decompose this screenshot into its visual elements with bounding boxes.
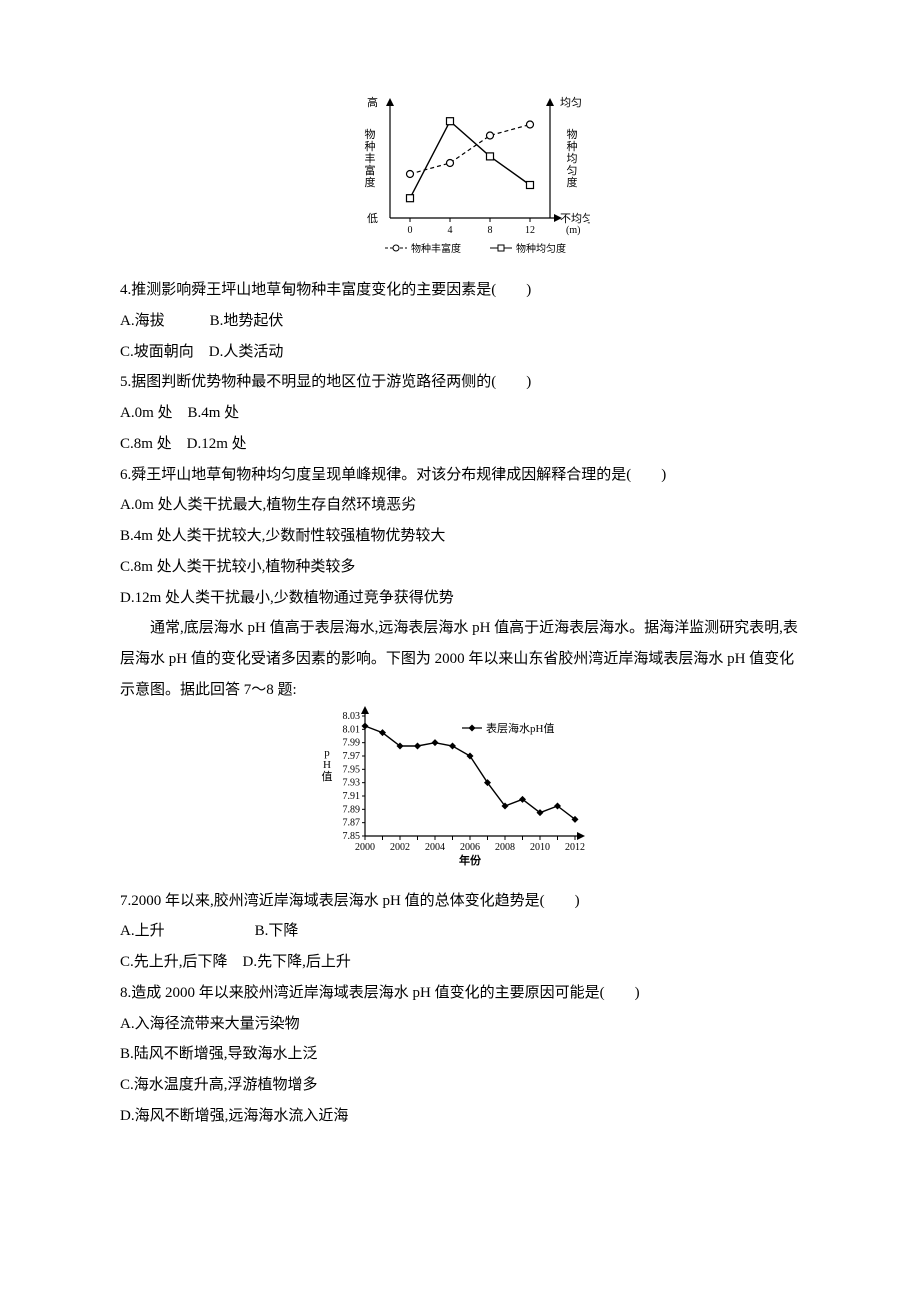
svg-text:0: 0 — [408, 225, 413, 236]
q8-b: B.陆风不断增强,导致海水上泛 — [120, 1039, 800, 1070]
q6-c: C.8m 处人类干扰较小,植物种类较多 — [120, 552, 800, 583]
svg-text:物: 物 — [567, 127, 578, 141]
q7-stem: 7.2000 年以来,胶州湾近岸海域表层海水 pH 值的总体变化趋势是( ) — [120, 886, 800, 917]
svg-text:2000: 2000 — [355, 842, 375, 853]
q4-stem: 4.推测影响舜王坪山地草甸物种丰富度变化的主要因素是( ) — [120, 275, 800, 306]
chart1: 高低物种丰富度均匀不均匀物种均匀度04812(m)物种丰富度物种均匀度 — [330, 90, 590, 265]
q5-stem: 5.据图判断优势物种最不明显的地区位于游览路径两侧的( ) — [120, 367, 800, 398]
q6-a: A.0m 处人类干扰最大,植物生存自然环境恶劣 — [120, 490, 800, 521]
svg-text:度: 度 — [567, 175, 578, 189]
svg-text:种: 种 — [365, 139, 376, 153]
q4-ab: A.海拔 B.地势起伏 — [120, 306, 800, 337]
q7-ab: A.上升 B.下降 — [120, 916, 800, 947]
page: 高低物种丰富度均匀不均匀物种均匀度04812(m)物种丰富度物种均匀度 4.推测… — [0, 0, 920, 1192]
q6-stem: 6.舜王坪山地草甸物种均匀度呈现单峰规律。对该分布规律成因解释合理的是( ) — [120, 460, 800, 491]
svg-text:2004: 2004 — [425, 842, 445, 853]
svg-text:2002: 2002 — [390, 842, 410, 853]
svg-text:8.01: 8.01 — [343, 724, 361, 735]
svg-text:2008: 2008 — [495, 842, 515, 853]
q5-ab: A.0m 处 B.4m 处 — [120, 398, 800, 429]
passage2: 通常,底层海水 pH 值高于表层海水,远海表层海水 pH 值高于近海表层海水。据… — [120, 613, 800, 705]
chart1-container: 高低物种丰富度均匀不均匀物种均匀度04812(m)物种丰富度物种均匀度 — [120, 90, 800, 265]
svg-text:低: 低 — [367, 212, 378, 225]
svg-text:丰: 丰 — [365, 152, 376, 165]
svg-text:7.89: 7.89 — [343, 804, 361, 815]
svg-text:7.91: 7.91 — [343, 791, 361, 802]
svg-text:7.99: 7.99 — [343, 737, 361, 748]
svg-text:2006: 2006 — [460, 842, 480, 853]
svg-text:物种丰富度: 物种丰富度 — [411, 242, 461, 255]
svg-text:匀: 匀 — [567, 164, 578, 177]
svg-text:物种均匀度: 物种均匀度 — [516, 242, 566, 255]
svg-text:物: 物 — [365, 127, 376, 141]
svg-text:2010: 2010 — [530, 842, 550, 853]
q5-cd: C.8m 处 D.12m 处 — [120, 429, 800, 460]
svg-text:4: 4 — [448, 225, 453, 236]
svg-text:8.03: 8.03 — [343, 711, 361, 722]
svg-text:不均匀: 不均匀 — [560, 212, 590, 225]
q8-c: C.海水温度升高,浮游植物增多 — [120, 1070, 800, 1101]
svg-text:表层海水pH值: 表层海水pH值 — [486, 721, 554, 735]
svg-text:7.87: 7.87 — [343, 817, 361, 828]
svg-text:均: 均 — [567, 152, 578, 165]
svg-text:(m): (m) — [566, 225, 580, 236]
svg-text:值: 值 — [322, 770, 333, 783]
svg-text:H: H — [323, 759, 331, 771]
q8-stem: 8.造成 2000 年以来胶州湾近岸海域表层海水 pH 值变化的主要原因可能是(… — [120, 978, 800, 1009]
q4-cd: C.坡面朝向 D.人类活动 — [120, 337, 800, 368]
svg-text:7.93: 7.93 — [343, 777, 361, 788]
svg-text:7.95: 7.95 — [343, 764, 361, 775]
svg-text:度: 度 — [365, 175, 376, 189]
svg-text:均匀: 均匀 — [560, 96, 582, 109]
q8-d: D.海风不断增强,远海海水流入近海 — [120, 1101, 800, 1132]
svg-text:8: 8 — [488, 225, 493, 236]
svg-text:种: 种 — [567, 139, 578, 153]
q6-b: B.4m 处人类干扰较大,少数耐性较强植物优势较大 — [120, 521, 800, 552]
q8-a: A.入海径流带来大量污染物 — [120, 1009, 800, 1040]
svg-text:富: 富 — [365, 163, 376, 177]
svg-text:2012: 2012 — [565, 842, 585, 853]
chart2: 7.85 7.87 7.89 7.91 7.93 7.95 7.97 7.99 8.01 8.03… — [310, 706, 610, 876]
svg-text:p: p — [324, 747, 330, 759]
svg-text:7.97: 7.97 — [343, 751, 361, 762]
svg-text:年份: 年份 — [459, 853, 482, 867]
svg-text:7.85: 7.85 — [343, 831, 361, 842]
svg-text:12: 12 — [525, 225, 535, 236]
q6-d: D.12m 处人类干扰最小,少数植物通过竞争获得优势 — [120, 583, 800, 614]
q7-cd: C.先上升,后下降 D.先下降,后上升 — [120, 947, 800, 978]
svg-text:高: 高 — [367, 95, 378, 109]
chart2-container: 7.85 7.87 7.89 7.91 7.93 7.95 7.97 7.99 8.01 8.03… — [120, 706, 800, 876]
